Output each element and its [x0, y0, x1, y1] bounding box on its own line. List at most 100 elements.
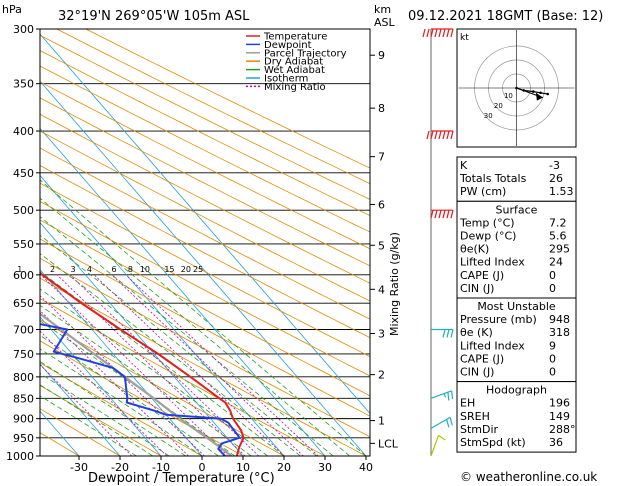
dry-adiabat-line — [40, 219, 370, 397]
pressure-tick-label: 600 — [13, 269, 34, 282]
wind-barb — [430, 416, 453, 429]
wind-barb — [430, 434, 446, 457]
barb-feather — [447, 392, 450, 401]
pressure-tick-label: 700 — [13, 324, 34, 337]
barb-shaft — [430, 390, 452, 399]
barb-feather — [446, 130, 450, 140]
barb-feather — [442, 28, 446, 38]
dry-adiabat-line — [40, 81, 370, 250]
temperature-tick-label: 0 — [199, 461, 206, 474]
isotherm-line — [40, 269, 203, 456]
pressure-tick-label: 300 — [13, 23, 34, 36]
barb-feather — [426, 28, 430, 38]
table-row-label: Lifted Index — [460, 256, 525, 269]
table-row-label: EH — [460, 397, 475, 410]
dry-adiabat-line — [40, 384, 162, 456]
barb-feather — [446, 28, 450, 38]
table-section: Hodograph EH 196 SREH 149 StmDir 288° StmSpd (k… — [456, 381, 577, 453]
wet-adiabat-line — [40, 197, 350, 456]
dry-adiabat-line — [40, 340, 244, 456]
barb-feather — [451, 390, 454, 400]
table-row-value: 0 — [549, 366, 556, 379]
barb-feather — [442, 329, 446, 338]
table-row-value: 5.6 — [549, 230, 567, 243]
height-tick-label: 5 — [378, 239, 385, 252]
mixing-ratio-label: 10 — [140, 265, 150, 274]
table-row-value: -3 — [549, 159, 560, 172]
temperature-tick-label: 10 — [236, 461, 250, 474]
dry-adiabat-line — [56, 29, 370, 185]
hodograph-unit: kt — [460, 33, 469, 43]
temperature-line — [40, 272, 245, 456]
table-row-label: Temp (°C) — [459, 216, 515, 229]
isotherm-line — [40, 80, 367, 456]
table-row-label: θe (K) — [460, 326, 493, 339]
temperature-tick-label: -20 — [111, 461, 129, 474]
x-axis-label: Dewpoint / Temperature (°C) — [88, 471, 275, 486]
pressure-tick-label: 850 — [13, 392, 34, 405]
mixing-ratio-line — [40, 364, 133, 456]
wind-barb — [426, 130, 454, 140]
asl-unit-label: ASL — [374, 16, 396, 29]
mixing-ratio-label: 1 — [17, 265, 22, 274]
wind-barb — [430, 390, 454, 401]
temperature-tick-label: -30 — [70, 461, 88, 474]
pressure-tick-label: 350 — [13, 78, 34, 91]
legend-label: Parcel Trajectory — [264, 48, 347, 59]
dry-adiabat-line — [40, 238, 370, 417]
table-row-label: CIN (J) — [460, 282, 494, 295]
table-row-label: CAPE (J) — [460, 269, 504, 282]
mixing-ratio-label: 2 — [50, 265, 55, 274]
temperature-tick-label: 30 — [318, 461, 332, 474]
temperature-tick-label: -10 — [152, 461, 170, 474]
footer-credit: © weatheronline.co.uk — [460, 470, 597, 484]
height-tick-label: 2 — [378, 369, 385, 382]
pressure-tick-label: 650 — [13, 297, 34, 310]
barb-feather — [450, 28, 454, 38]
table-section-title: Surface — [496, 203, 538, 216]
mixing-ratio-label: 25 — [193, 265, 203, 274]
stability-table: K -3 Totals Totals 26 PW (cm) 1.53 SurfaceTemp… — [456, 156, 577, 453]
table-row-label: K — [460, 159, 468, 172]
isotherm-line — [40, 127, 326, 456]
barb-feather — [442, 130, 446, 140]
mixing-ratio-line — [40, 274, 229, 456]
wind-barb — [430, 209, 454, 219]
barb-feather — [449, 417, 453, 426]
legend-label: Mixing Ratio — [264, 82, 326, 93]
table-row-label: Lifted Index — [460, 339, 525, 352]
wind-barb-column — [422, 28, 454, 457]
mixing-ratio-label: 15 — [164, 265, 174, 274]
right-axis-label: Mixing Ratio (g/kg) — [388, 232, 401, 336]
barb-feather — [434, 210, 438, 219]
barb-feather — [442, 210, 446, 219]
table-row-label: PW (cm) — [460, 185, 506, 198]
km-unit-label: km — [374, 3, 391, 16]
dry-adiabat-line — [40, 97, 370, 267]
barb-feather — [426, 130, 430, 140]
mixing-ratio-line — [111, 274, 304, 456]
hodograph-ring-label: 10 — [504, 92, 513, 100]
table-row-label: Dewp (°C) — [460, 230, 516, 243]
mixing-ratio-line — [125, 274, 319, 456]
hodograph-point — [546, 92, 549, 96]
wet-adiabat-line — [40, 395, 137, 456]
storm-motion-arrowhead — [535, 92, 543, 101]
isotherm-line — [40, 316, 162, 456]
table-block-frame — [456, 200, 577, 299]
barb-feather — [450, 210, 454, 219]
table-row-value: 36 — [549, 436, 563, 449]
mixing-ratio-line — [93, 274, 285, 456]
wet-adiabat-line — [40, 361, 186, 456]
table-row-value: 1.53 — [549, 185, 574, 198]
wind-barb — [431, 328, 454, 338]
pressure-tick-label: 950 — [13, 432, 34, 445]
wet-adiabat-line — [40, 304, 252, 456]
barb-feather — [438, 28, 442, 38]
pressure-tick-label: 800 — [13, 371, 34, 384]
barb-feather — [443, 393, 447, 398]
table-block-frame — [456, 297, 577, 383]
dry-adiabat-line — [40, 50, 370, 217]
